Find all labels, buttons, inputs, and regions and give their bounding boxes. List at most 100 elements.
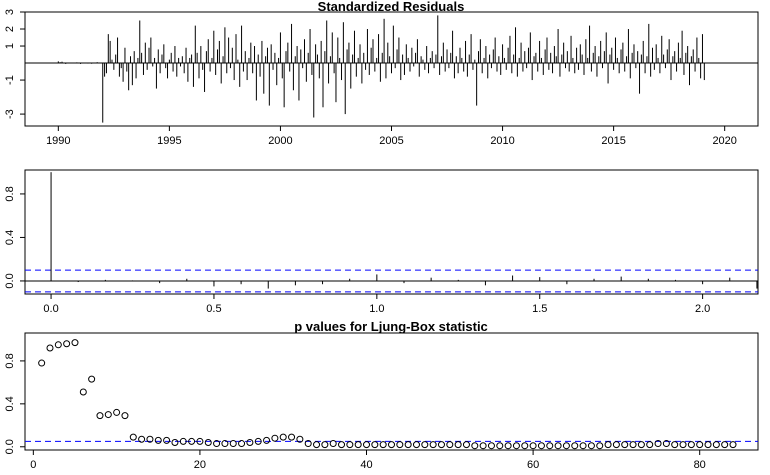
acf-frame [24,169,759,295]
p-value-point [63,340,71,348]
ljung-box-panel: p values for Ljung-Box statistic 0 20 40 60… [4,319,759,471]
p-value-point [446,441,454,449]
p-value-point [246,438,254,446]
p-value-point [179,437,187,445]
p-value-point [504,442,512,450]
p-value-point [596,442,604,450]
p-value-point [654,440,662,448]
p-value-point [171,438,179,446]
p-value-point [579,442,587,450]
p-value-point [79,388,87,396]
p-value-point [54,341,62,349]
p-value-point [496,442,504,450]
p-value-point [421,441,429,449]
p-value-point [562,442,570,450]
x-tick-label: 0.0 [43,303,58,315]
p-value-point [662,440,670,448]
p-value-point [146,435,154,443]
p-value-point [621,441,629,449]
p-value-point [604,441,612,449]
p-value-point [471,442,479,450]
p-value-point [196,437,204,445]
p-value-point [138,435,146,443]
ljung-box-points [38,339,737,450]
p-value-point [313,441,321,449]
p-value-point [371,441,379,449]
p-value-point [479,442,487,450]
x-tick-label: 60 [527,459,539,471]
p-value-point [321,441,329,449]
p-value-point [629,441,637,449]
residuals-title: Standardized Residuals [318,0,465,14]
p-value-point [363,441,371,449]
x-tick-label: 1990 [46,135,70,147]
p-value-point [537,442,545,450]
x-tick-label: 0.5 [206,303,221,315]
p-value-point [529,442,537,450]
p-value-point [612,441,620,449]
y-tick-label: 0.8 [4,353,16,368]
p-value-point [254,437,262,445]
p-value-point [71,339,79,347]
p-value-point [546,442,554,450]
p-value-point [354,441,362,449]
x-tick-label: 2000 [268,135,292,147]
p-value-point [329,440,337,448]
ljung-box-x-axis: 0 20 40 60 80 [30,450,706,471]
residuals-x-axis: 1990 1995 2000 2005 2010 2015 2020 [46,126,737,147]
ljung-box-title: p values for Ljung-Box statistic [294,319,488,334]
p-value-point [304,440,312,448]
p-value-point [404,441,412,449]
acf-y-axis: 0.0 0.4 0.8 [4,186,25,289]
p-value-point [288,433,296,441]
residuals-y-axis: -3 -1 1 2 3 [4,9,25,119]
p-value-point [412,441,420,449]
x-tick-label: 20 [194,459,206,471]
residuals-bars [57,15,705,123]
y-tick-label: -3 [4,109,16,119]
p-value-point [188,437,196,445]
p-value-point [521,442,529,450]
p-value-point [229,440,237,448]
p-value-point [113,408,121,416]
p-value-point [346,441,354,449]
p-value-point [379,441,387,449]
x-tick-label: 2015 [601,135,625,147]
y-tick-label: -1 [4,75,16,85]
residuals-panel: Standardized Residuals 1990 1995 2000 2005 2… [4,0,759,147]
p-value-point [263,436,271,444]
p-value-point [271,434,279,442]
p-value-point [296,435,304,443]
p-value-point [587,442,595,450]
acf-x-axis: 0.0 0.5 1.0 1.5 2.0 [43,294,710,315]
p-value-point [671,441,679,449]
p-value-point [729,441,737,449]
x-tick-label: 40 [360,459,372,471]
p-value-point [437,441,445,449]
ljung-box-y-axis: 0.0 0.4 0.8 [4,353,25,454]
p-value-point [129,433,137,441]
p-value-point [213,440,221,448]
p-value-point [204,438,212,446]
y-tick-label: 3 [4,9,16,15]
p-value-point [163,436,171,444]
x-tick-label: 1.5 [532,303,547,315]
p-value-point [238,440,246,448]
x-tick-label: 2.0 [695,303,710,315]
p-value-point [646,441,654,449]
p-value-point [712,441,720,449]
x-tick-label: 1.0 [369,303,384,315]
p-value-point [487,442,495,450]
p-value-point [396,441,404,449]
p-value-point [429,441,437,449]
x-tick-label: 2010 [490,135,514,147]
p-value-point [704,441,712,449]
p-value-point [512,442,520,450]
acf-bars [50,172,758,289]
p-value-point [637,441,645,449]
p-value-point [679,441,687,449]
p-value-point [554,442,562,450]
p-value-point [96,412,104,420]
x-tick-label: 80 [694,459,706,471]
